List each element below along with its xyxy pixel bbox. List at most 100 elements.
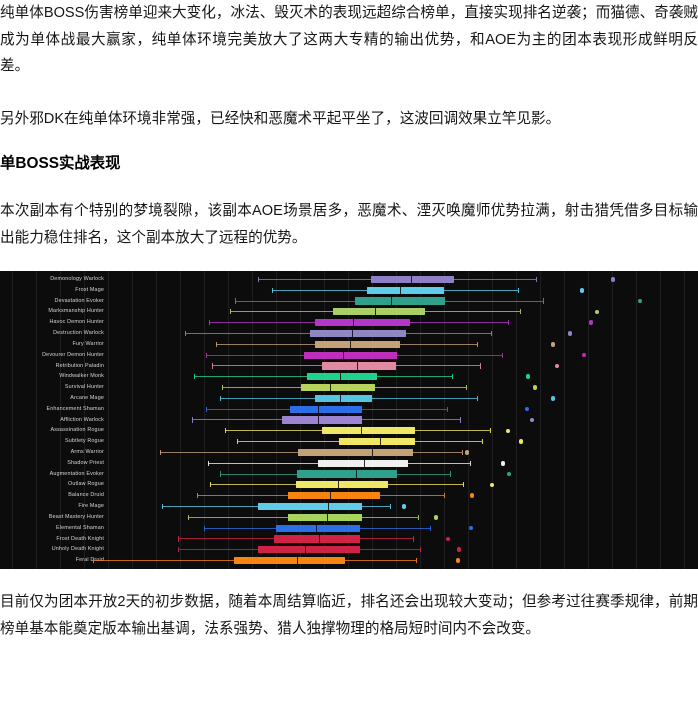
outlier-point[interactable] (433, 515, 439, 520)
outlier-point[interactable] (610, 277, 616, 282)
boxplot-row[interactable]: Fury Warrior (0, 339, 698, 350)
outlier-point[interactable] (588, 320, 594, 325)
whisker-cap-high (508, 320, 509, 326)
boxplot-row[interactable]: Unholy Death Knight (0, 544, 698, 555)
outlier-point[interactable] (518, 439, 524, 444)
outlier-point[interactable] (468, 525, 474, 531)
quartile-box[interactable] (333, 308, 425, 316)
chart-gridline (492, 271, 493, 569)
median-line (316, 524, 317, 532)
boxplot-row[interactable]: Frost Mage (0, 285, 698, 296)
boxplot-row[interactable]: Outlaw Rogue (0, 479, 698, 490)
quartile-box[interactable] (339, 438, 415, 446)
outlier-point[interactable] (456, 547, 462, 553)
median-line (364, 459, 365, 467)
quartile-box[interactable] (322, 362, 396, 370)
boxplot-row[interactable]: Enhancement Shaman (0, 404, 698, 415)
boxplot-row[interactable]: Subtlety Rogue (0, 436, 698, 447)
y-axis-label: Frost Mage (75, 286, 104, 293)
quartile-box[interactable] (315, 394, 372, 402)
boxplot-row[interactable]: Survival Hunter (0, 382, 698, 393)
outlier-point[interactable] (581, 352, 587, 358)
boxplot-row[interactable]: Devourer Demon Hunter (0, 350, 698, 361)
outlier-point[interactable] (594, 309, 600, 315)
boxplot-row[interactable]: Arms Warrior (0, 447, 698, 458)
boxplot-row[interactable]: Feral Druid (0, 555, 698, 566)
outlier-point[interactable] (469, 493, 475, 498)
outlier-point[interactable] (550, 396, 556, 401)
boxplot-row[interactable]: Affliction Warlock (0, 415, 698, 426)
outlier-point[interactable] (445, 536, 451, 542)
boxplot-row[interactable]: Destruction Warlock (0, 328, 698, 339)
quartile-box[interactable] (288, 492, 380, 500)
outlier-point[interactable] (525, 374, 531, 380)
quartile-box[interactable] (296, 481, 388, 489)
quartile-box[interactable] (355, 297, 445, 305)
outlier-point[interactable] (401, 504, 407, 509)
y-axis-label: Feral Druid (75, 557, 104, 564)
boxplot-row[interactable]: Marksmanship Hunter (0, 306, 698, 317)
outlier-point[interactable] (500, 460, 506, 466)
y-axis-label: Devourer Demon Hunter (42, 351, 104, 358)
quartile-box[interactable] (274, 535, 360, 543)
boxplot-row[interactable]: Balance Druid (0, 490, 698, 501)
quartile-box[interactable] (307, 373, 377, 381)
whisker-cap-low (206, 406, 207, 412)
boxplot-row[interactable]: Beast Mastery Hunter (0, 512, 698, 523)
quartile-box[interactable] (297, 470, 397, 478)
spacer (0, 569, 698, 589)
y-axis-label: Windwalker Monk (59, 373, 104, 380)
outlier-point[interactable] (464, 450, 470, 455)
median-line (391, 297, 392, 305)
chart-gridline (684, 271, 685, 569)
boxplot-row[interactable]: Retribution Paladin (0, 361, 698, 372)
boxplot-row[interactable]: Demonology Warlock (0, 274, 698, 285)
outlier-point[interactable] (637, 298, 643, 304)
boxplot-row[interactable]: Assassination Rogue (0, 425, 698, 436)
quartile-box[interactable] (310, 329, 406, 338)
boxplot-row[interactable]: Augmentation Evoker (0, 469, 698, 480)
outlier-point[interactable] (524, 406, 530, 412)
quartile-box[interactable] (258, 502, 362, 511)
whisker-cap-high (477, 341, 478, 347)
quartile-box[interactable] (290, 405, 362, 413)
quartile-box[interactable] (322, 427, 415, 435)
boxplot-row[interactable]: Windwalker Monk (0, 371, 698, 382)
chart-gridline (612, 271, 613, 569)
boxplot-row[interactable]: Elemental Shaman (0, 523, 698, 534)
quartile-box[interactable] (371, 275, 454, 283)
outlier-point[interactable] (455, 558, 461, 563)
boxplot-row[interactable]: Shadow Priest (0, 458, 698, 469)
quartile-box[interactable] (304, 351, 397, 359)
outlier-point[interactable] (567, 331, 573, 336)
boxplot-row[interactable]: Fire Mage (0, 501, 698, 512)
outlier-point[interactable] (529, 417, 535, 423)
outlier-point[interactable] (506, 471, 512, 477)
quartile-box[interactable] (282, 416, 362, 424)
outlier-point[interactable] (505, 428, 511, 434)
boxplot-row[interactable]: Frost Death Knight (0, 534, 698, 545)
outlier-point[interactable] (579, 287, 585, 293)
quartile-box[interactable] (234, 556, 345, 565)
boxplot-row[interactable]: Havoc Demon Hunter (0, 317, 698, 328)
median-line (338, 481, 339, 489)
quartile-box[interactable] (301, 383, 375, 392)
quartile-box[interactable] (298, 448, 413, 457)
outlier-point[interactable] (489, 482, 495, 488)
whisker-cap-high (543, 298, 544, 304)
outlier-point[interactable] (532, 385, 538, 390)
outlier-point[interactable] (554, 363, 560, 369)
quartile-box[interactable] (315, 340, 400, 348)
quartile-box[interactable] (288, 513, 362, 521)
quartile-box[interactable] (276, 524, 360, 532)
outlier-point[interactable] (550, 341, 556, 347)
quartile-box[interactable] (258, 546, 360, 554)
boxplot-row[interactable]: Devastation Evoker (0, 296, 698, 307)
quartile-box[interactable] (367, 286, 444, 294)
chart-gridline (564, 271, 565, 569)
median-line (356, 470, 357, 478)
quartile-box[interactable] (318, 459, 408, 467)
y-axis-label: Assassination Rogue (50, 427, 104, 434)
quartile-box[interactable] (315, 319, 410, 327)
boxplot-row[interactable]: Arcane Mage (0, 393, 698, 404)
